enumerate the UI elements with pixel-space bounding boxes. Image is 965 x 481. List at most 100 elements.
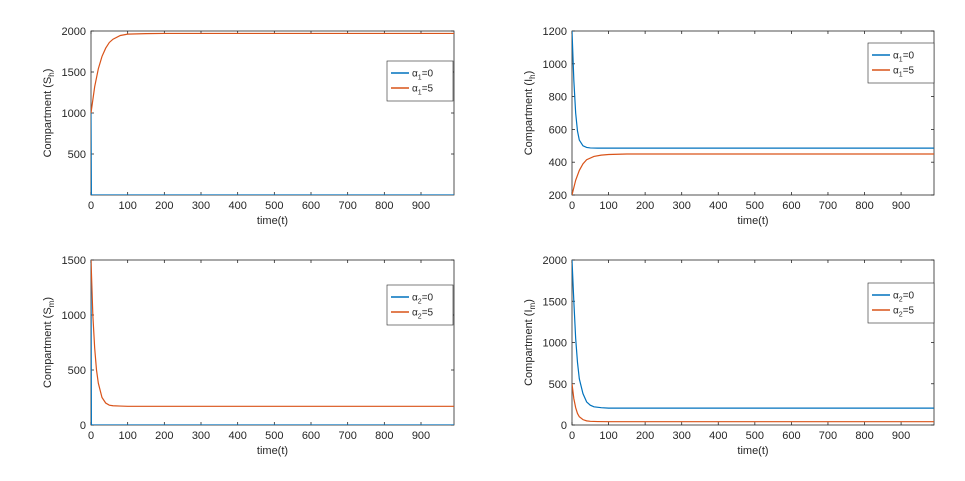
x-tick-label: 100 (118, 430, 136, 442)
y-tick-label: 600 (549, 124, 567, 136)
y-tick-label: 0 (561, 420, 567, 432)
legend-label-suffix: =5 (903, 306, 915, 317)
y-tick-label: 1500 (62, 67, 86, 79)
y-tick-label: 2000 (62, 26, 86, 38)
x-tick-label: 700 (819, 200, 837, 212)
y-axis-label-text: Compartment (I (523, 309, 535, 385)
x-tick-label: 600 (302, 200, 320, 212)
y-tick-label: 800 (549, 92, 567, 104)
y-axis-label-close: ) (42, 297, 54, 301)
x-tick-label: 100 (599, 430, 617, 442)
y-axis-label-close: ) (523, 71, 535, 75)
legend-label-suffix: =0 (422, 69, 434, 80)
x-tick-label: 800 (375, 430, 393, 442)
x-tick-label: 400 (709, 200, 727, 212)
legend-label-subscript: 1 (899, 57, 903, 64)
chart-panel-3: 0 100 200 300 400 500 600 700 800 900 0 500 1000 1500… (42, 255, 455, 457)
legend-label: α1=0 (893, 51, 915, 64)
x-tick-label: 400 (228, 430, 246, 442)
legend-label-symbol: α (412, 84, 418, 95)
x-tick-label: 800 (855, 430, 873, 442)
x-axis-label: time(t) (737, 445, 768, 457)
x-tick-label: 0 (569, 200, 575, 212)
series-line-blue (572, 260, 934, 409)
legend-label-symbol: α (412, 293, 418, 304)
x-tick-label: 0 (569, 430, 575, 442)
legend-label-suffix: =0 (903, 291, 915, 302)
chart-panel-1: 0 100 200 300 400 500 600 700 800 900 500 1000 1500 2… (42, 26, 455, 227)
x-tick-label: 700 (338, 430, 356, 442)
x-tick-label: 400 (228, 200, 246, 212)
legend-label: α2=0 (893, 291, 915, 304)
series-line-blue (572, 31, 934, 149)
y-axis-label-subscript: h (528, 74, 537, 78)
y-tick-label: 0 (80, 420, 86, 432)
y-tick-label: 500 (68, 365, 86, 377)
y-axis-label-close: ) (42, 69, 54, 73)
y-tick-label: 1000 (62, 108, 86, 120)
y-tick-label: 1000 (62, 310, 86, 322)
x-tick-label: 100 (599, 200, 617, 212)
legend-box (386, 284, 454, 326)
x-tick-label: 900 (412, 430, 430, 442)
y-axis-label-text: Compartment (S (42, 307, 54, 388)
y-tick-label: 500 (68, 149, 86, 161)
y-tick-label: 2000 (543, 255, 567, 267)
legend-label-subscript: 2 (418, 299, 422, 306)
x-tick-label: 700 (338, 200, 356, 212)
y-tick-label: 1000 (543, 338, 567, 350)
chart-panel-2: 0 100 200 300 400 500 600 700 800 900 200 400 600 800… (523, 26, 935, 227)
legend: α2=0 α2=5 (867, 282, 935, 324)
legend-label: α1=5 (412, 84, 434, 97)
legend-label: α2=5 (893, 306, 915, 319)
series-line-orange (572, 383, 934, 423)
x-tick-label: 200 (636, 430, 654, 442)
y-tick-label: 1000 (543, 59, 567, 71)
legend-label-suffix: =5 (903, 66, 915, 77)
series-line-blue (91, 260, 454, 425)
x-tick-label: 200 (155, 200, 173, 212)
legend: α1=0 α1=5 (386, 60, 454, 102)
x-tick-label: 100 (118, 200, 136, 212)
legend-label-suffix: =5 (422, 84, 434, 95)
series-line-orange (91, 260, 454, 407)
y-tick-label: 400 (549, 157, 567, 169)
legend: α2=0α2=5 (386, 284, 454, 326)
legend-label-symbol: α (893, 51, 899, 62)
y-tick-label: 1500 (543, 296, 567, 308)
legend-box (867, 282, 935, 324)
legend-label-symbol: α (412, 308, 418, 319)
legend-box (867, 42, 935, 84)
y-axis-label: Compartment (Ih) (523, 71, 537, 156)
x-tick-label: 300 (192, 200, 210, 212)
y-axis-label-subscript: h (47, 72, 56, 76)
legend-label-subscript: 1 (418, 75, 422, 82)
series-line-blue (91, 112, 454, 195)
plot-area (90, 30, 455, 196)
y-tick-label: 1200 (543, 26, 567, 38)
y-axis-label-close: ) (523, 299, 535, 303)
x-tick-label: 900 (892, 200, 910, 212)
x-tick-label: 500 (746, 200, 764, 212)
legend-label: α1=5 (893, 66, 915, 79)
x-tick-label: 800 (855, 200, 873, 212)
legend-label-subscript: 2 (899, 297, 903, 304)
y-axis-label-text: Compartment (S (42, 77, 54, 158)
x-tick-label: 600 (782, 430, 800, 442)
y-axis-label-subscript: m (47, 300, 56, 307)
x-tick-label: 300 (673, 200, 691, 212)
y-tick-label: 200 (549, 190, 567, 202)
x-tick-label: 700 (819, 430, 837, 442)
y-axis-label-text: Compartment (I (523, 79, 535, 155)
legend-label-suffix: =0 (903, 51, 915, 62)
series-line-orange (91, 32, 454, 114)
x-tick-label: 600 (302, 430, 320, 442)
legend-label-suffix: =5 (422, 308, 434, 319)
x-tick-label: 0 (88, 200, 94, 212)
y-axis-label: Compartment (Sm) (42, 297, 56, 388)
x-tick-label: 200 (155, 430, 173, 442)
x-axis-label: time(t) (737, 215, 768, 227)
legend-label-subscript: 2 (418, 314, 422, 321)
legend-label: α2=5 (412, 308, 434, 321)
